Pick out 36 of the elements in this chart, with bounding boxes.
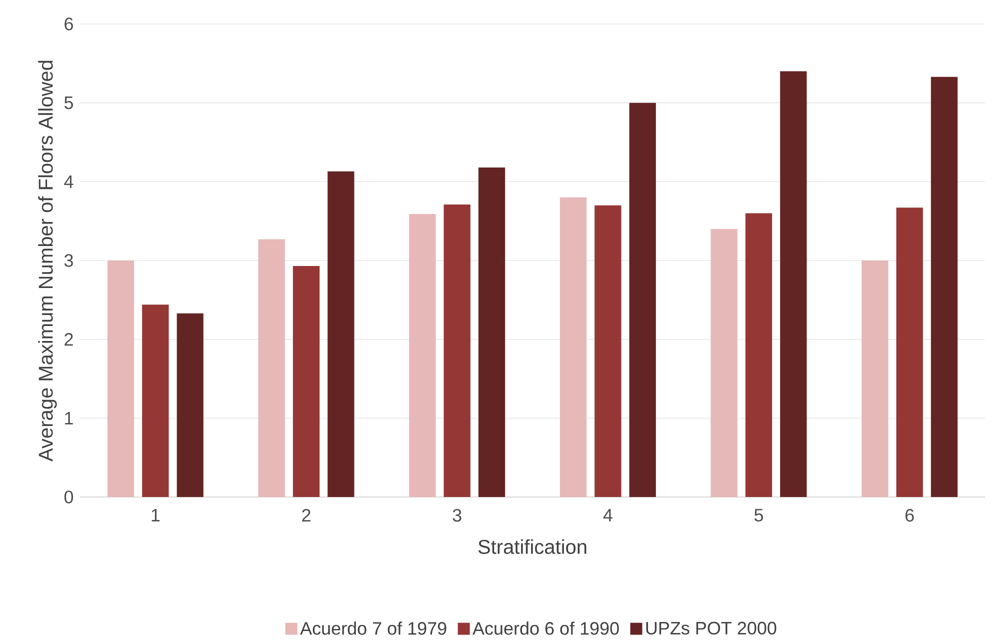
x-tick-label: 5 <box>754 508 764 522</box>
bar <box>142 304 169 497</box>
x-tick-label: 3 <box>452 508 462 522</box>
legend-label: UPZs POT 2000 <box>646 622 776 635</box>
y-tick-label: 5 <box>64 96 73 110</box>
legend-label: Acuerdo 6 of 1990 <box>472 622 619 635</box>
bar <box>930 76 958 497</box>
bar <box>328 171 354 497</box>
x-axis-title: Stratification <box>478 539 586 554</box>
bar <box>478 167 506 497</box>
y-axis-title: Average Maximum Number of Floors Allowed <box>38 60 57 462</box>
bar <box>176 313 204 497</box>
y-tick-label: 3 <box>64 254 73 267</box>
y-tick-label: 4 <box>64 175 74 188</box>
bar <box>745 213 772 497</box>
x-tick-label: 2 <box>302 508 310 522</box>
bar <box>258 239 285 497</box>
bar <box>594 205 622 497</box>
y-tick-label: 1 <box>65 412 73 424</box>
x-tick-label: 4 <box>603 508 612 522</box>
bar <box>896 208 923 497</box>
y-tick-label: 0 <box>64 490 74 504</box>
bar <box>107 260 134 497</box>
x-tick-label: 6 <box>906 508 914 522</box>
y-tick-label: 2 <box>64 333 73 346</box>
legend-label: Acuerdo 7 of 1979 <box>300 622 446 635</box>
y-tick-label: 6 <box>64 18 73 30</box>
bar <box>780 71 807 497</box>
bar <box>629 102 656 497</box>
x-tick-label: 1 <box>152 508 160 522</box>
bar <box>444 204 470 497</box>
bar <box>409 214 436 497</box>
bar <box>862 260 888 497</box>
bar <box>292 266 320 497</box>
bar <box>710 228 738 497</box>
bar <box>560 197 587 497</box>
